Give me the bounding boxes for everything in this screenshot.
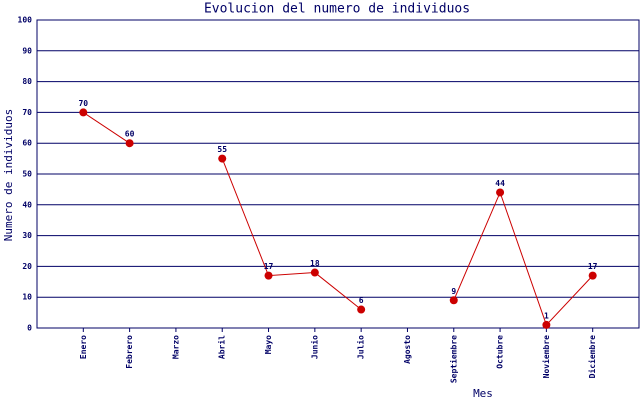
x-tick-label: Junio — [309, 335, 319, 359]
data-point — [79, 108, 88, 117]
y-tick-label: 30 — [22, 231, 32, 240]
data-point — [125, 139, 134, 148]
data-point — [218, 154, 227, 163]
data-label: 1 — [544, 311, 549, 320]
x-tick-label: Agosto — [403, 335, 412, 364]
data-label: 60 — [125, 130, 135, 139]
x-tick-label: Marzo — [171, 335, 180, 359]
x-tick-label: Enero — [79, 335, 88, 359]
y-tick-label: 60 — [22, 139, 32, 148]
data-point — [310, 268, 319, 277]
y-axis-label: Numero de individuos — [2, 109, 15, 241]
data-point — [496, 188, 505, 197]
y-tick-label: 100 — [18, 16, 33, 25]
data-line — [83, 111, 594, 326]
y-tick-label: 10 — [22, 293, 32, 302]
data-label: 17 — [588, 262, 598, 271]
plot-frame — [36, 19, 640, 329]
data-label: 9 — [451, 287, 456, 296]
data-label: 6 — [359, 296, 364, 305]
data-point — [588, 271, 597, 280]
data-label: 55 — [217, 145, 227, 154]
x-tick-label: Febrero — [125, 335, 134, 369]
x-tick-label: Septiembre — [448, 335, 458, 383]
x-axis-label: Mes — [473, 387, 493, 400]
x-tick-label: Abril — [217, 335, 227, 359]
data-point — [449, 296, 458, 305]
data-label: 18 — [310, 259, 320, 268]
data-label: 70 — [78, 99, 88, 108]
x-tick-label: Julio — [356, 335, 366, 359]
y-tick-label: 0 — [27, 324, 32, 333]
x-tick-label: Mayo — [264, 335, 273, 354]
data-point — [542, 320, 551, 329]
y-tick-label: 80 — [22, 77, 32, 86]
y-tick-label: 40 — [22, 200, 32, 209]
x-tick-label: Octubre — [496, 335, 505, 369]
data-label: 17 — [264, 262, 274, 271]
y-tick-label: 70 — [22, 108, 32, 117]
chart-title: Evolucion del numero de individuos — [204, 2, 470, 17]
x-tick-label: Diciembre — [587, 335, 597, 379]
y-tick-label: 50 — [22, 170, 32, 179]
data-label: 44 — [495, 179, 505, 188]
data-point — [264, 271, 273, 280]
data-point — [357, 305, 366, 314]
y-tick-label: 90 — [22, 46, 32, 55]
y-tick-label: 20 — [22, 262, 32, 271]
x-tick-label: Noviembre — [541, 335, 551, 379]
